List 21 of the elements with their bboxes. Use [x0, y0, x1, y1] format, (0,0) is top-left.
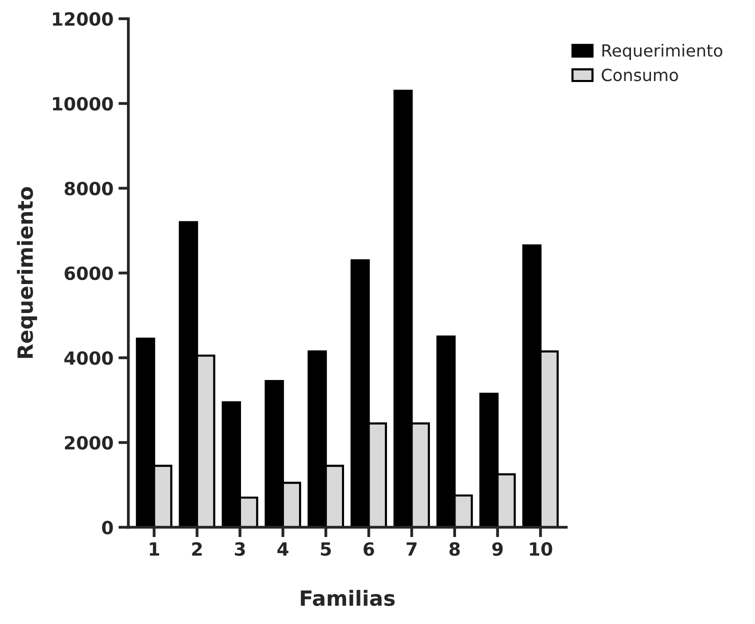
y-tick-label: 10000 [52, 96, 113, 111]
y-tick-label: 2000 [64, 436, 113, 450]
x-tick-label: 1 [150, 542, 160, 556]
x-tick-label: 3 [234, 542, 245, 556]
x-tick-label: 8 [449, 542, 460, 556]
x-tick-label: 6 [364, 542, 374, 556]
x-tick-label: 5 [320, 542, 331, 556]
x-tick-label: 10 [530, 542, 552, 556]
x-tick-label: 7 [406, 542, 417, 556]
y-tick-label: 0 [102, 520, 113, 534]
legend-label: Requerimiento [602, 44, 722, 60]
y-tick-label: 6000 [64, 266, 113, 280]
y-tick-label: 8000 [64, 182, 113, 196]
y-tick-label: 4000 [64, 351, 113, 365]
x-axis-title: Familias [300, 590, 395, 606]
x-tick-label: 2 [192, 542, 202, 556]
x-tick-label: 4 [277, 542, 288, 556]
legend-label: Consumo [602, 68, 678, 82]
y-axis-title: Requerimiento [16, 187, 38, 358]
x-tick-label: 9 [492, 542, 503, 556]
y-tick-label: 12000 [52, 12, 113, 26]
